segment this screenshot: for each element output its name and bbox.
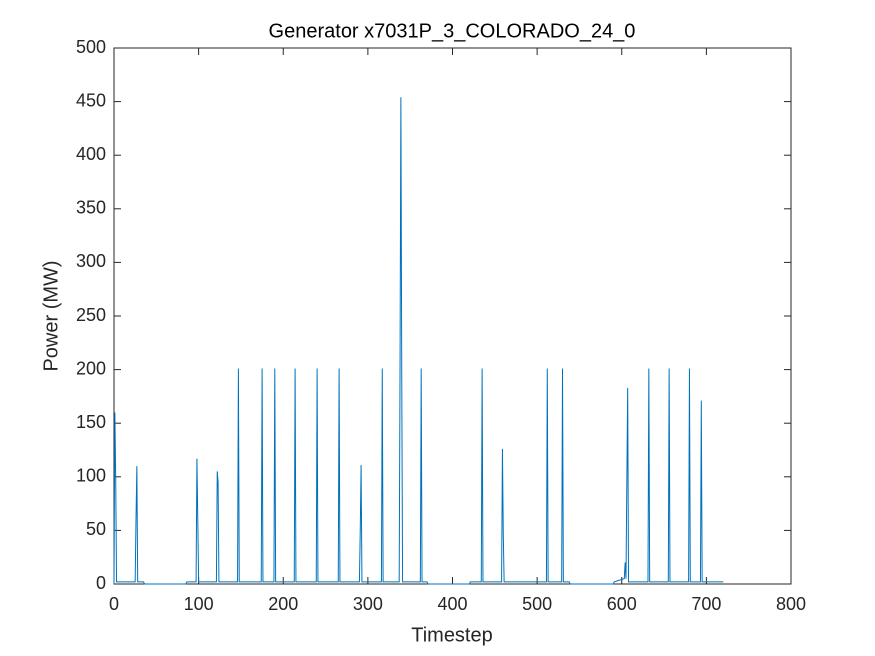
- x-tick-label: 700: [691, 594, 721, 614]
- x-tick-label: 100: [184, 594, 214, 614]
- y-tick-label: 350: [76, 198, 106, 218]
- plot-area: [113, 47, 792, 585]
- x-tick-label: 300: [353, 594, 383, 614]
- y-tick-label: 450: [76, 90, 106, 110]
- x-tick-label: 200: [268, 594, 298, 614]
- x-tick-label: 600: [607, 594, 637, 614]
- y-tick-label: 500: [76, 37, 106, 57]
- y-tick-label: 0: [96, 573, 106, 593]
- y-tick-label: 250: [76, 305, 106, 325]
- x-tick-label: 800: [776, 594, 806, 614]
- x-axis-label: Timestep: [411, 624, 493, 646]
- y-tick-label: 300: [76, 251, 106, 271]
- y-tick-label: 100: [76, 466, 106, 486]
- chart-title: Generator x7031P_3_COLORADO_24_0: [269, 20, 636, 42]
- x-tick-label: 400: [437, 594, 467, 614]
- y-tick-label: 150: [76, 412, 106, 432]
- y-tick-label: 50: [86, 519, 106, 539]
- data-line: [113, 97, 724, 585]
- x-tick-label: 500: [522, 594, 552, 614]
- y-axis-label: Power (MW): [40, 260, 62, 371]
- x-tick-label: 0: [109, 594, 119, 614]
- y-tick-label: 200: [76, 358, 106, 378]
- y-tick-label: 400: [76, 144, 106, 164]
